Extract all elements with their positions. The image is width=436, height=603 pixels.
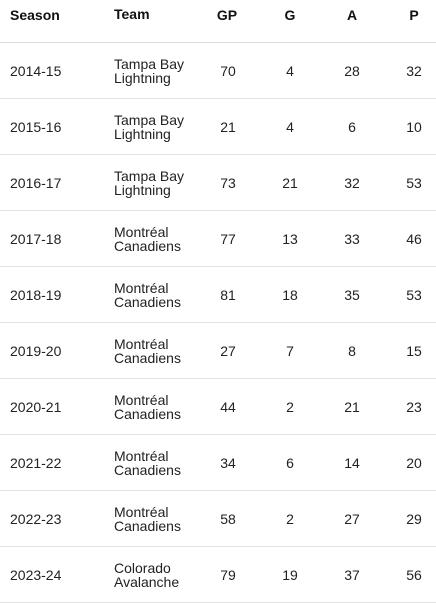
p-cell: 15 (406, 342, 422, 359)
season-cell: 2023-24 (10, 566, 62, 583)
table-row: 2021-22 Montréal Canadiens 34 6 14 20 (0, 435, 436, 491)
g-cell: 19 (282, 566, 298, 583)
p-cell: 29 (406, 510, 422, 527)
gp-cell: 79 (220, 566, 236, 583)
season-cell: 2020-21 (10, 398, 62, 415)
team-line-1: Montréal (114, 335, 169, 352)
gp-cell: 44 (220, 398, 236, 415)
team-line-2: Avalanche (114, 573, 180, 590)
table-row: 2017-18 Montréal Canadiens 77 13 33 46 (0, 211, 436, 267)
g-cell: 18 (282, 286, 298, 303)
g-cell: 2 (286, 510, 294, 527)
a-cell: 6 (348, 118, 356, 135)
p-cell: 10 (406, 118, 422, 135)
a-cell: 28 (344, 62, 360, 79)
header-g[interactable]: G (284, 7, 296, 23)
a-cell: 32 (344, 174, 360, 191)
p-cell: 56 (406, 566, 422, 583)
table-header-row: Season Team GP G A P (0, 0, 436, 43)
p-cell: 53 (406, 174, 422, 191)
gp-cell: 77 (220, 230, 236, 247)
team-line-2: Canadiens (114, 517, 181, 534)
team-line-2: Canadiens (114, 293, 181, 310)
g-cell: 4 (286, 118, 294, 135)
header-season[interactable]: Season (10, 7, 60, 23)
g-cell: 13 (282, 230, 298, 247)
team-line-1: Tampa Bay (114, 55, 185, 72)
g-cell: 4 (286, 62, 294, 79)
team-line-2: Lightning (114, 181, 171, 198)
team-cell: Montréal Canadiens (114, 379, 214, 434)
gp-cell: 58 (220, 510, 236, 527)
table-row: 2020-21 Montréal Canadiens 44 2 21 23 (0, 379, 436, 435)
gp-cell: 34 (220, 454, 236, 471)
team-cell: Tampa Bay Lightning (114, 155, 214, 210)
team-line-1: Tampa Bay (114, 167, 185, 184)
table-row: 2023-24 Colorado Avalanche 79 19 37 56 (0, 547, 436, 603)
p-cell: 46 (406, 230, 422, 247)
gp-cell: 73 (220, 174, 236, 191)
team-line-1: Montréal (114, 503, 169, 520)
season-cell: 2018-19 (10, 286, 62, 303)
a-cell: 37 (344, 566, 360, 583)
season-cell: 2019-20 (10, 342, 62, 359)
team-line-2: Lightning (114, 125, 171, 142)
a-cell: 35 (344, 286, 360, 303)
team-line-1: Colorado (114, 559, 171, 576)
a-cell: 33 (344, 230, 360, 247)
a-cell: 14 (344, 454, 360, 471)
team-cell: Tampa Bay Lightning (114, 43, 214, 98)
season-cell: 2021-22 (10, 454, 62, 471)
team-cell: Colorado Avalanche (114, 547, 214, 602)
table-row: 2018-19 Montréal Canadiens 81 18 35 53 (0, 267, 436, 323)
team-cell: Montréal Canadiens (114, 491, 214, 546)
team-line-1: Montréal (114, 447, 169, 464)
team-line-2: Canadiens (114, 405, 181, 422)
header-gp[interactable]: GP (216, 7, 238, 23)
season-cell: 2017-18 (10, 230, 62, 247)
header-a[interactable]: A (346, 7, 358, 23)
g-cell: 21 (282, 174, 298, 191)
g-cell: 7 (286, 342, 294, 359)
team-cell: Tampa Bay Lightning (114, 99, 214, 154)
p-cell: 23 (406, 398, 422, 415)
table-row: 2019-20 Montréal Canadiens 27 7 8 15 (0, 323, 436, 379)
gp-cell: 70 (220, 62, 236, 79)
table-row: 2015-16 Tampa Bay Lightning 21 4 6 10 (0, 99, 436, 155)
season-cell: 2015-16 (10, 118, 62, 135)
team-cell: Montréal Canadiens (114, 323, 214, 378)
gp-cell: 21 (220, 118, 236, 135)
team-cell: Montréal Canadiens (114, 211, 214, 266)
g-cell: 6 (286, 454, 294, 471)
header-team[interactable]: Team (114, 6, 150, 22)
team-line-1: Montréal (114, 391, 169, 408)
season-cell: 2016-17 (10, 174, 62, 191)
p-cell: 32 (406, 62, 422, 79)
table-row: 2022-23 Montréal Canadiens 58 2 27 29 (0, 491, 436, 547)
a-cell: 21 (344, 398, 360, 415)
g-cell: 2 (286, 398, 294, 415)
season-cell: 2022-23 (10, 510, 62, 527)
team-line-2: Lightning (114, 69, 171, 86)
team-cell: Montréal Canadiens (114, 267, 214, 322)
team-line-2: Canadiens (114, 237, 181, 254)
team-line-1: Tampa Bay (114, 111, 185, 128)
gp-cell: 27 (220, 342, 236, 359)
table-row: 2016-17 Tampa Bay Lightning 73 21 32 53 (0, 155, 436, 211)
table-row: 2014-15 Tampa Bay Lightning 70 4 28 32 (0, 43, 436, 99)
gp-cell: 81 (220, 286, 236, 303)
season-cell: 2014-15 (10, 62, 62, 79)
team-line-1: Montréal (114, 279, 169, 296)
team-line-2: Canadiens (114, 461, 181, 478)
p-cell: 53 (406, 286, 422, 303)
team-cell: Montréal Canadiens (114, 435, 214, 490)
a-cell: 27 (344, 510, 360, 527)
p-cell: 20 (406, 454, 422, 471)
team-line-1: Montréal (114, 223, 169, 240)
team-line-2: Canadiens (114, 349, 181, 366)
header-p[interactable]: P (409, 7, 419, 23)
a-cell: 8 (348, 342, 356, 359)
